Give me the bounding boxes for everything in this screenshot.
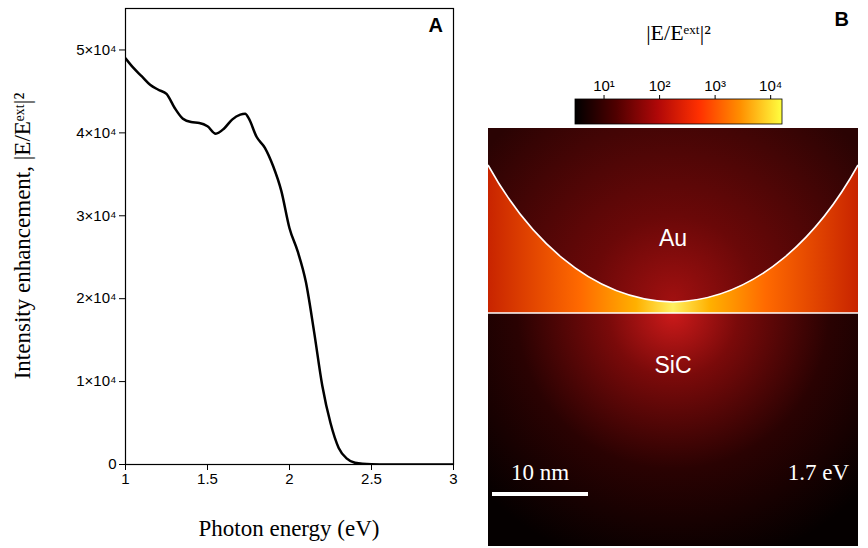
svg-text:4×10⁴: 4×10⁴ <box>76 124 116 141</box>
svg-text:1.5: 1.5 <box>197 470 218 487</box>
svg-text:10²: 10² <box>649 77 671 94</box>
svg-text:3: 3 <box>449 470 457 487</box>
svg-text:Intensity enhancement, |E/Eᵉˣᵗ: Intensity enhancement, |E/Eᵉˣᵗ|² <box>10 93 35 380</box>
svg-text:SiC: SiC <box>654 352 691 378</box>
svg-text:2: 2 <box>285 470 293 487</box>
svg-text:0: 0 <box>108 455 116 472</box>
svg-text:1.7 eV: 1.7 eV <box>788 460 850 485</box>
svg-text:Photon energy (eV): Photon energy (eV) <box>199 516 380 541</box>
svg-text:3×10⁴: 3×10⁴ <box>76 207 116 224</box>
svg-text:2.5: 2.5 <box>361 470 382 487</box>
svg-text:1×10⁴: 1×10⁴ <box>76 372 116 389</box>
svg-text:Au: Au <box>659 225 687 251</box>
svg-text:1: 1 <box>121 470 129 487</box>
svg-text:5×10⁴: 5×10⁴ <box>76 41 116 58</box>
svg-text:10⁴: 10⁴ <box>759 77 782 94</box>
svg-text:2×10⁴: 2×10⁴ <box>76 289 116 306</box>
svg-text:10¹: 10¹ <box>593 77 615 94</box>
svg-text:|E/Eᵉˣᵗ|²: |E/Eᵉˣᵗ|² <box>646 20 711 45</box>
svg-text:B: B <box>835 8 849 30</box>
svg-text:10 nm: 10 nm <box>511 460 569 485</box>
svg-text:A: A <box>429 14 443 36</box>
svg-text:10³: 10³ <box>704 77 726 94</box>
